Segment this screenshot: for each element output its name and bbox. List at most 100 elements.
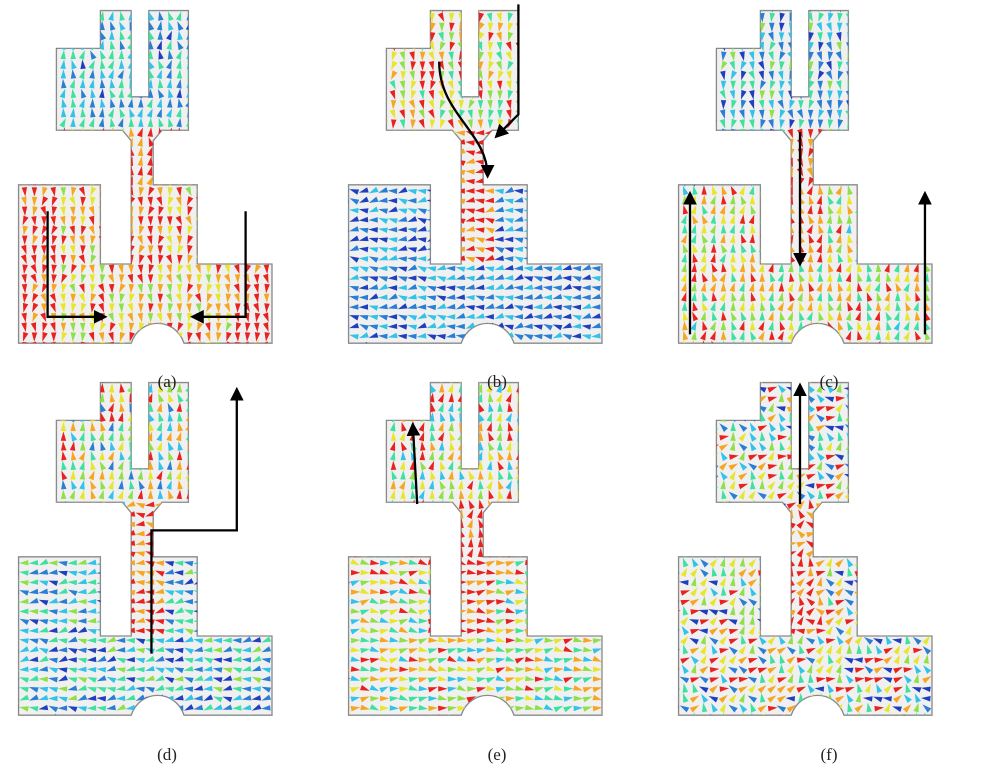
current-vector-arrow [90, 421, 96, 432]
current-vector-arrow [19, 694, 30, 701]
current-vector-arrow [719, 301, 726, 312]
current-vector-arrow [358, 294, 369, 301]
current-vector-arrow [787, 330, 794, 341]
current-vector-arrow [847, 118, 854, 129]
current-vector-arrow [193, 685, 204, 691]
current-vector-arrow [348, 31, 349, 42]
current-vector-arrow [89, 383, 95, 393]
current-vector-arrow [222, 599, 233, 606]
current-vector-arrow [265, 470, 271, 481]
current-vector-arrow [436, 159, 446, 165]
current-vector-arrow [12, 98, 18, 108]
current-vector-arrow [866, 340, 873, 344]
current-vector-arrow [234, 235, 241, 246]
current-vector-arrow [817, 138, 823, 149]
current-vector-arrow [244, 392, 250, 403]
current-vector-arrow [21, 382, 27, 384]
current-vector-arrow [88, 10, 95, 12]
current-vector-arrow [532, 140, 543, 146]
current-vector-arrow [534, 608, 545, 615]
current-vector-arrow [700, 70, 707, 81]
current-vector-arrow [398, 344, 408, 349]
current-vector-arrow [398, 706, 409, 712]
current-vector-arrow [362, 518, 368, 529]
current-vector-arrow [225, 422, 232, 432]
current-vector-arrow [234, 88, 241, 98]
current-vector-arrow [61, 450, 67, 461]
current-vector-arrow [40, 146, 47, 157]
current-vector-arrow [730, 70, 738, 81]
current-vector-arrow [924, 51, 931, 61]
current-vector-arrow [411, 392, 417, 403]
current-vector-arrow [484, 303, 495, 309]
current-vector-arrow [430, 22, 436, 32]
current-vector-arrow [127, 10, 134, 12]
panel-c [677, 9, 933, 344]
current-vector-arrow [59, 341, 66, 344]
current-vector-arrow [476, 580, 487, 586]
current-vector-arrow [60, 293, 66, 304]
current-vector-arrow [164, 657, 175, 664]
current-vector-arrow [225, 21, 232, 31]
current-vector-arrow [106, 503, 116, 509]
current-vector-arrow [789, 12, 795, 23]
current-vector-arrow [147, 274, 154, 284]
current-vector-arrow [177, 30, 183, 41]
current-vector-arrow [865, 167, 871, 178]
current-vector-arrow [416, 237, 427, 243]
current-vector-arrow [711, 291, 718, 302]
current-vector-arrow [680, 99, 687, 110]
current-vector-arrow [119, 331, 126, 342]
current-vector-arrow [118, 312, 124, 323]
current-vector-arrow [515, 609, 525, 615]
current-vector-arrow [740, 311, 747, 322]
current-vector-arrow [196, 441, 203, 451]
current-vector-arrow [700, 167, 707, 178]
current-vector-arrow [164, 590, 175, 596]
current-vector-arrow [513, 159, 524, 165]
current-vector-arrow [106, 599, 117, 606]
current-vector-arrow [429, 70, 435, 81]
current-vector-arrow [88, 470, 95, 481]
current-vector-arrow [808, 176, 815, 187]
current-vector-arrow [544, 578, 554, 585]
current-vector-arrow [48, 569, 58, 575]
current-vector-arrow [115, 647, 126, 653]
current-vector-arrow [874, 272, 880, 283]
current-vector-arrow [264, 225, 271, 236]
current-vector-arrow [233, 264, 240, 274]
current-vector-arrow [535, 109, 541, 120]
current-vector-arrow [904, 51, 911, 62]
current-vector-arrow [145, 686, 155, 693]
current-vector-arrow [468, 451, 475, 461]
current-vector-arrow [350, 422, 358, 432]
current-vector-arrow [591, 215, 602, 223]
current-vector-arrow [826, 109, 833, 120]
current-vector-arrow [720, 80, 727, 91]
current-vector-arrow [176, 235, 183, 246]
current-vector-arrow [214, 412, 221, 422]
current-vector-arrow [535, 412, 542, 422]
current-vector-arrow [193, 521, 203, 528]
current-vector-arrow [69, 393, 76, 403]
current-vector-arrow [739, 109, 745, 119]
current-vector-arrow [720, 393, 728, 403]
current-vector-arrow [176, 450, 183, 461]
current-vector-arrow [31, 431, 38, 441]
current-vector-arrow [437, 12, 445, 22]
current-vector-arrow [505, 685, 516, 691]
current-vector-arrow [13, 412, 18, 422]
current-vector-arrow [691, 291, 697, 302]
current-vector-arrow [71, 186, 77, 197]
current-vector-arrow [524, 675, 535, 682]
current-vector-arrow [876, 80, 882, 91]
current-vector-arrow [379, 588, 390, 595]
current-vector-arrow [138, 117, 144, 127]
current-vector-arrow [30, 421, 37, 432]
current-vector-arrow [61, 479, 67, 490]
current-vector-arrow [380, 431, 387, 441]
antenna-outline [347, 381, 603, 716]
current-vector-arrow [343, 490, 348, 500]
current-vector-arrow [826, 138, 832, 149]
current-vector-arrow [467, 393, 473, 403]
